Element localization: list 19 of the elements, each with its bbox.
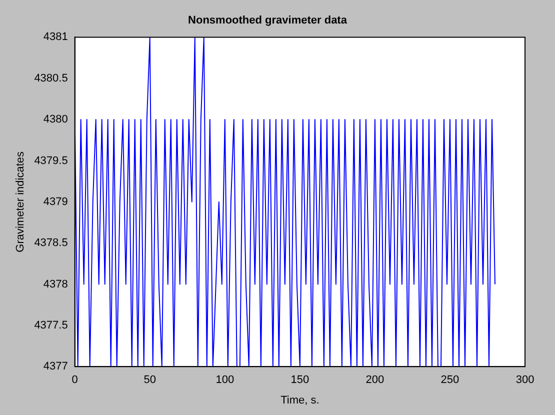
y-tick-label: 4377 — [43, 360, 68, 373]
x-tick-label: 200 — [366, 374, 384, 386]
x-tick-label: 100 — [216, 374, 234, 386]
y-tick-label: 4377.5 — [34, 319, 68, 332]
x-tick-label: 150 — [290, 374, 310, 386]
y-tick-label: 4378.5 — [34, 237, 68, 250]
x-tick-label: 0 — [72, 374, 78, 386]
chart-title: Nonsmoothed gravimeter data — [188, 14, 348, 27]
y-tick-label: 4379 — [43, 196, 68, 208]
x-tick-label: 250 — [440, 374, 460, 386]
y-axis-title: Gravimeter indicates — [14, 150, 27, 252]
x-tick-label: 50 — [144, 374, 156, 386]
y-tick-label: 4380 — [43, 114, 68, 126]
x-tick-label: 300 — [516, 374, 534, 386]
y-tick-label: 4381 — [43, 31, 68, 44]
y-tick-label: 4380.5 — [34, 72, 68, 84]
y-tick-label: 4379.5 — [34, 154, 68, 167]
x-axis-title: Time, s. — [280, 394, 320, 406]
y-tick-label: 4378 — [43, 278, 68, 290]
